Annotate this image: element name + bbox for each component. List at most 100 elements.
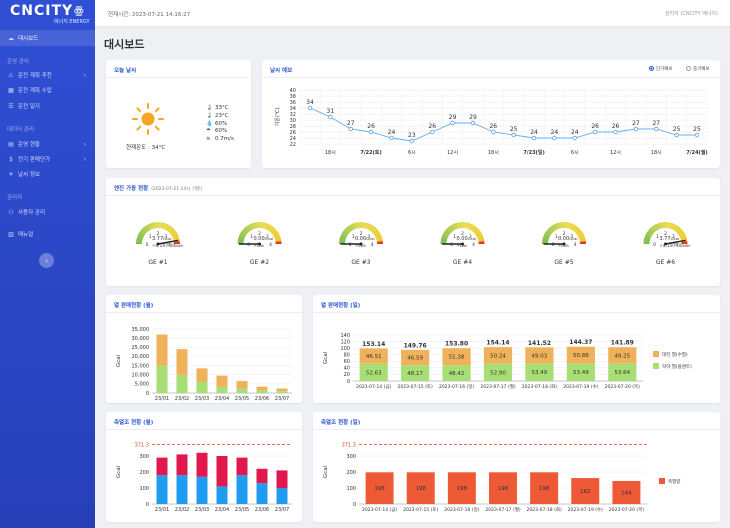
bar-label: 52.63: [366, 370, 382, 376]
sidebar-item-dashboard[interactable]: ☁ 대시보드: [0, 30, 95, 46]
gauge-kwh-number: 4,197.00: [663, 243, 683, 249]
sidebar-item-label: 전기 판매단가: [18, 157, 51, 163]
sidebar-item-price[interactable]: $ 전기 판매단가 ›: [0, 151, 95, 167]
gauge-tick-label: 0: [146, 242, 149, 248]
bar-label: 48.17: [407, 371, 423, 377]
bar: [216, 486, 228, 504]
gauge-tick-label: 2: [563, 231, 566, 237]
sidebar-item-label: 매뉴얼: [18, 232, 34, 238]
data-label: 25: [673, 126, 681, 133]
radio-long-term[interactable]: 중기예보: [686, 66, 710, 72]
sidebar-item-manual[interactable]: ▥ 매뉴얼: [0, 226, 95, 242]
gauge-arc-segment: [238, 235, 245, 240]
gauge-arc-segment: [646, 230, 653, 236]
radio-dot-checked: [649, 66, 654, 71]
bar: [525, 363, 554, 381]
chevron-left-icon: ‹: [45, 256, 48, 265]
sidebar-item-plan-recommend[interactable]: ⚠ 운전 계획 추천 ›: [0, 67, 95, 83]
x-tick-label: 2023-07-20 (목): [605, 384, 640, 390]
sidebar-section-admin: 관리자: [7, 195, 23, 201]
sidebar-item-users[interactable]: ⚇ 사용자 관리: [0, 204, 95, 220]
gauge-kwh-number: 4,197.00: [155, 243, 175, 249]
gauge-arc-segment: [478, 241, 485, 244]
bar: [608, 347, 637, 364]
bar-label: 144: [621, 490, 632, 496]
sidebar-item-label: 대시보드: [18, 36, 39, 42]
gauge-arc-segment: [466, 222, 471, 230]
bar: [256, 483, 268, 504]
card-title-text: 엔진 가동 현황: [114, 186, 149, 192]
y-tick-label: 22: [290, 142, 296, 148]
gauge-arc-segment: [579, 241, 586, 244]
sidebar-item-weather[interactable]: ☀ 날씨 정보: [0, 166, 95, 182]
bar: [156, 334, 168, 366]
card-title: 엔진 가동 현황 (2023-07-21 14시 기준): [114, 184, 202, 192]
y-axis-label: Gcal: [116, 354, 122, 367]
gauge-kwh-unit: kWh: [175, 244, 183, 248]
sun-icon: [132, 103, 164, 135]
collapse-sidebar-button[interactable]: ‹: [39, 253, 54, 268]
gauge-hub: [359, 242, 363, 246]
data-point: [307, 105, 313, 111]
gauge-arc-segment: [473, 228, 480, 235]
gauge-arc-segment: [358, 222, 361, 229]
data-label: 27: [652, 120, 660, 127]
thermometer-up-icon: 🌡: [206, 105, 213, 111]
gauge-arc-segment: [340, 233, 348, 238]
bar-label: 46.59: [407, 356, 423, 362]
gauge-arc-segment: [374, 233, 382, 238]
y-tick-label: 5,000: [135, 382, 149, 388]
y-tick-label: 0: [146, 391, 149, 397]
gauge-tick-label: 3: [367, 234, 370, 240]
sidebar-item-plan-create[interactable]: ▦ 운전 계획 수립: [0, 82, 95, 98]
sidebar-item-status[interactable]: ▤ 운영 현황 ›: [0, 136, 95, 152]
gauge-tick-label: 0: [450, 242, 453, 248]
gauge-arc-segment: [256, 222, 260, 229]
gauge-arc-segment: [669, 222, 674, 230]
gauge-arc-segment: [375, 235, 383, 240]
gauge-arc-segment: [680, 235, 687, 240]
x-tick-label: 23/05: [235, 396, 249, 402]
gauge-tick-label: 3: [570, 234, 573, 240]
bar-label: 53.49: [573, 370, 589, 376]
y-axis-label: 기온(℃): [274, 108, 281, 127]
gauge-arc-segment: [568, 222, 573, 230]
x-tick-label: 18시: [325, 150, 336, 156]
gauge-arc-segment: [657, 222, 662, 230]
gauge-tick-label: 4: [574, 242, 577, 248]
x-tick-label: 7/22(토): [360, 149, 381, 156]
gauge-kwh-unit: kWh: [683, 244, 691, 248]
radio-short-term[interactable]: 단기예보: [649, 66, 673, 72]
y-tick-label: 300: [139, 454, 149, 460]
gauge-arc-segment: [561, 222, 564, 229]
gauge-arc-segment: [239, 233, 246, 238]
x-tick-label: 23/05: [235, 507, 249, 513]
bar: [156, 475, 168, 504]
user-menu[interactable]: 관리자 (CNCITY 에너지): [665, 11, 718, 17]
gauge-gcal-unit: Gcal: [569, 236, 577, 241]
gauge-gcal-value: 0.00Gcal: [558, 236, 578, 242]
engine-name: GE #3: [351, 259, 370, 266]
gauge-kwh-unit: kWh: [460, 244, 468, 248]
data-point: [430, 129, 435, 135]
data-label: 24: [530, 129, 538, 136]
lightning-icon: ⚡: [558, 243, 561, 249]
card-subtitle: (2023-07-21 14시 기준): [151, 187, 202, 192]
x-tick-label: 23/03: [195, 507, 209, 513]
gauge-arc-segment: [240, 230, 247, 236]
bar: [489, 472, 517, 504]
card-title: 날씨 예보: [270, 68, 293, 74]
bar: [276, 391, 288, 393]
sidebar-item-journal[interactable]: ☰ 운전 일지: [0, 98, 95, 114]
engine-name: GE #6: [656, 259, 675, 266]
gauge-arc-segment: [643, 238, 651, 242]
logo[interactable]: CNCITY ꙮ 에너지 ENERGY: [10, 4, 90, 28]
storage-daily-card: 축열조 현황 (일) 0 100 200 300 Gcal 2023-07-14 (금) 1…: [313, 412, 720, 522]
current-time: 현재시간: 2023-07-21 14:16:27: [108, 12, 191, 18]
x-tick-label: 23/06: [255, 507, 269, 513]
gauge-tick-label: 4: [472, 242, 475, 248]
x-tick-label: 6시: [408, 150, 416, 156]
